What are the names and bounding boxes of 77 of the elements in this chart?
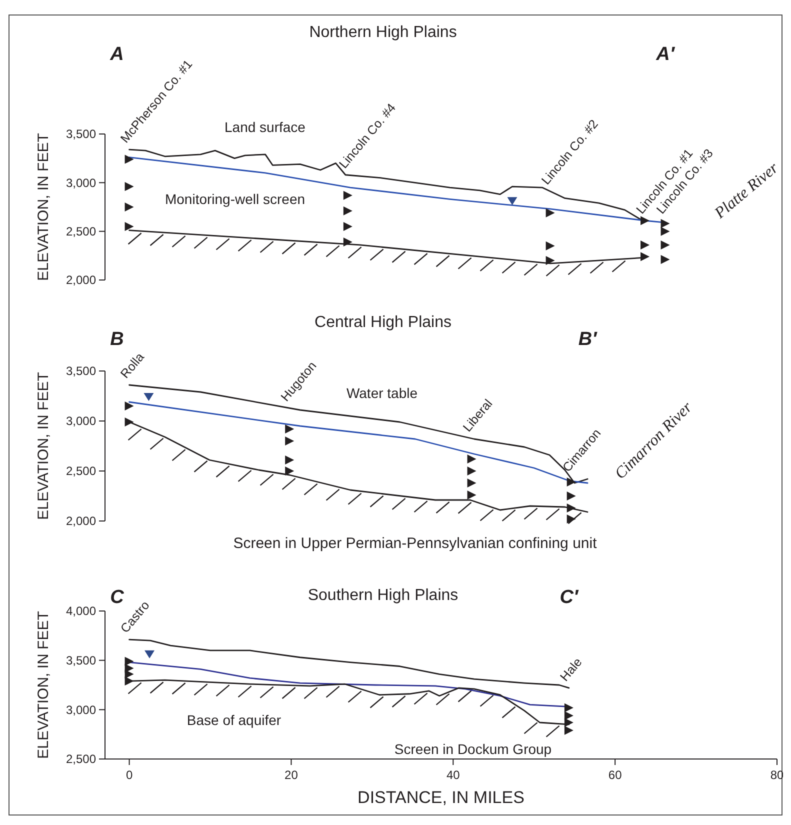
point (343, 190, 352, 200)
y-axis-title: ELEVATION, IN FEET (35, 611, 52, 759)
text: A (109, 44, 124, 65)
annotation: Land surface (224, 118, 306, 135)
point (285, 466, 294, 476)
point (124, 656, 134, 666)
y-tick-label: 2,500 (66, 464, 96, 478)
y-tick-label: 3,500 (66, 364, 96, 378)
point (467, 478, 476, 488)
point (467, 454, 476, 464)
point (566, 514, 576, 524)
point (546, 256, 555, 266)
point (640, 216, 650, 226)
y-tick-label: 3,500 (66, 654, 96, 668)
text: A′ (655, 44, 676, 65)
chart-title: Northern High Plains (309, 24, 457, 41)
point (564, 711, 574, 720)
annotation: Water table (346, 384, 418, 401)
annotation: Monitoring-well screen (164, 190, 306, 207)
point (124, 202, 134, 212)
point (640, 252, 650, 262)
point (467, 466, 476, 476)
text: B (110, 329, 124, 350)
point (343, 206, 352, 216)
point (660, 240, 670, 250)
point (564, 726, 574, 735)
y-tick-label: 2,500 (66, 752, 96, 766)
x-tick-label: 20 (284, 768, 298, 782)
point (566, 492, 576, 500)
point (546, 208, 555, 218)
point (144, 650, 155, 658)
point (467, 490, 476, 500)
point (343, 222, 352, 231)
text: C (110, 587, 124, 608)
point (124, 182, 134, 192)
point (343, 238, 352, 247)
point (124, 222, 134, 231)
y-tick-label: 2,000 (66, 273, 96, 288)
point (124, 676, 134, 686)
point (566, 478, 576, 486)
annotation: Screen in Dockum Group (394, 740, 552, 757)
x-tick-label: 0 (126, 768, 133, 782)
point (640, 240, 650, 250)
chart-title: Southern High Plains (308, 587, 458, 604)
y-tick-label: 2,000 (66, 514, 96, 528)
y-tick-label: 3,000 (66, 702, 96, 717)
y-tick-label: 3,000 (66, 176, 96, 190)
point (285, 436, 294, 446)
point (124, 418, 134, 426)
point (564, 718, 574, 727)
point (144, 393, 154, 401)
y-tick-label: 3,500 (66, 127, 96, 142)
x-axis-title: DISTANCE, IN MILES (358, 788, 524, 807)
point (660, 255, 670, 264)
annotation: Base of aquifer (186, 712, 282, 728)
point (124, 154, 134, 164)
point (507, 197, 518, 206)
y-tick-label: 4,000 (66, 604, 96, 618)
point (285, 456, 294, 464)
x-tick-label: 60 (608, 768, 622, 782)
point (660, 226, 670, 236)
point (124, 402, 134, 410)
point (124, 670, 134, 679)
point (546, 241, 555, 250)
text: C′ (560, 587, 580, 608)
point (566, 504, 576, 512)
text: Screen in Upper Permian-Pennsylvanian confining unit (233, 535, 598, 552)
y-tick-label: 2,500 (66, 224, 96, 239)
y-tick-label: 3,000 (66, 414, 96, 428)
point (285, 424, 294, 434)
x-tick-label: 40 (446, 768, 460, 782)
text: B′ (578, 329, 598, 350)
chart-title: Central High Plains (314, 314, 452, 331)
y-axis-title: ELEVATION, IN FEET (35, 372, 52, 520)
y-axis-title: ELEVATION, IN FEET (35, 133, 52, 281)
point (564, 703, 574, 712)
point (660, 219, 670, 228)
